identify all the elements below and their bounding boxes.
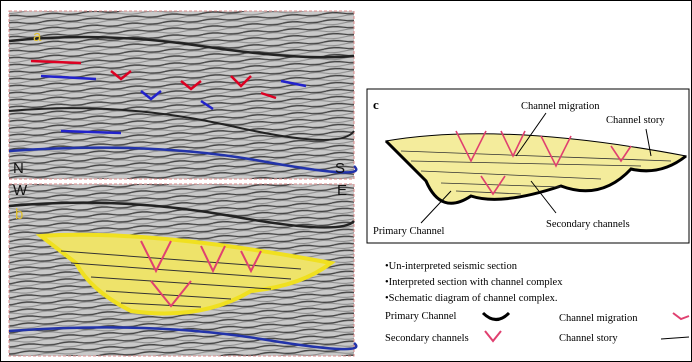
legend-label: Primary Channel — [385, 311, 457, 322]
legend-label: Channel story — [559, 333, 618, 344]
orientation-label: E — [337, 182, 347, 199]
figure: a N S W E b c Channel migration Channel … — [0, 0, 692, 362]
panel-label: c — [373, 97, 379, 112]
annotation: Channel story — [606, 115, 665, 126]
panel-label: b — [15, 206, 23, 223]
panel-label: a — [33, 28, 42, 45]
caption: •Un-interpreted seismic section — [385, 261, 518, 272]
annotation: Secondary channels — [546, 219, 630, 230]
panel-b: W E b — [9, 182, 356, 356]
orientation-label: S — [335, 160, 345, 177]
panel-a: a N S — [9, 11, 356, 179]
figure-drawing: a N S W E b c Channel migration Channel … — [1, 1, 691, 361]
legend-label: Secondary channels — [385, 333, 469, 344]
panel-c: c Channel migration Channel story Primar… — [367, 89, 689, 243]
orientation-label: W — [13, 182, 28, 199]
annotation: Primary Channel — [373, 226, 445, 237]
legend-label: Channel migration — [559, 313, 638, 324]
annotation: Channel migration — [521, 101, 600, 112]
caption: •Schematic diagram of channel complex. — [385, 293, 558, 304]
orientation-label: N — [13, 160, 24, 177]
caption: •Interpreted section with channel comple… — [385, 277, 563, 288]
